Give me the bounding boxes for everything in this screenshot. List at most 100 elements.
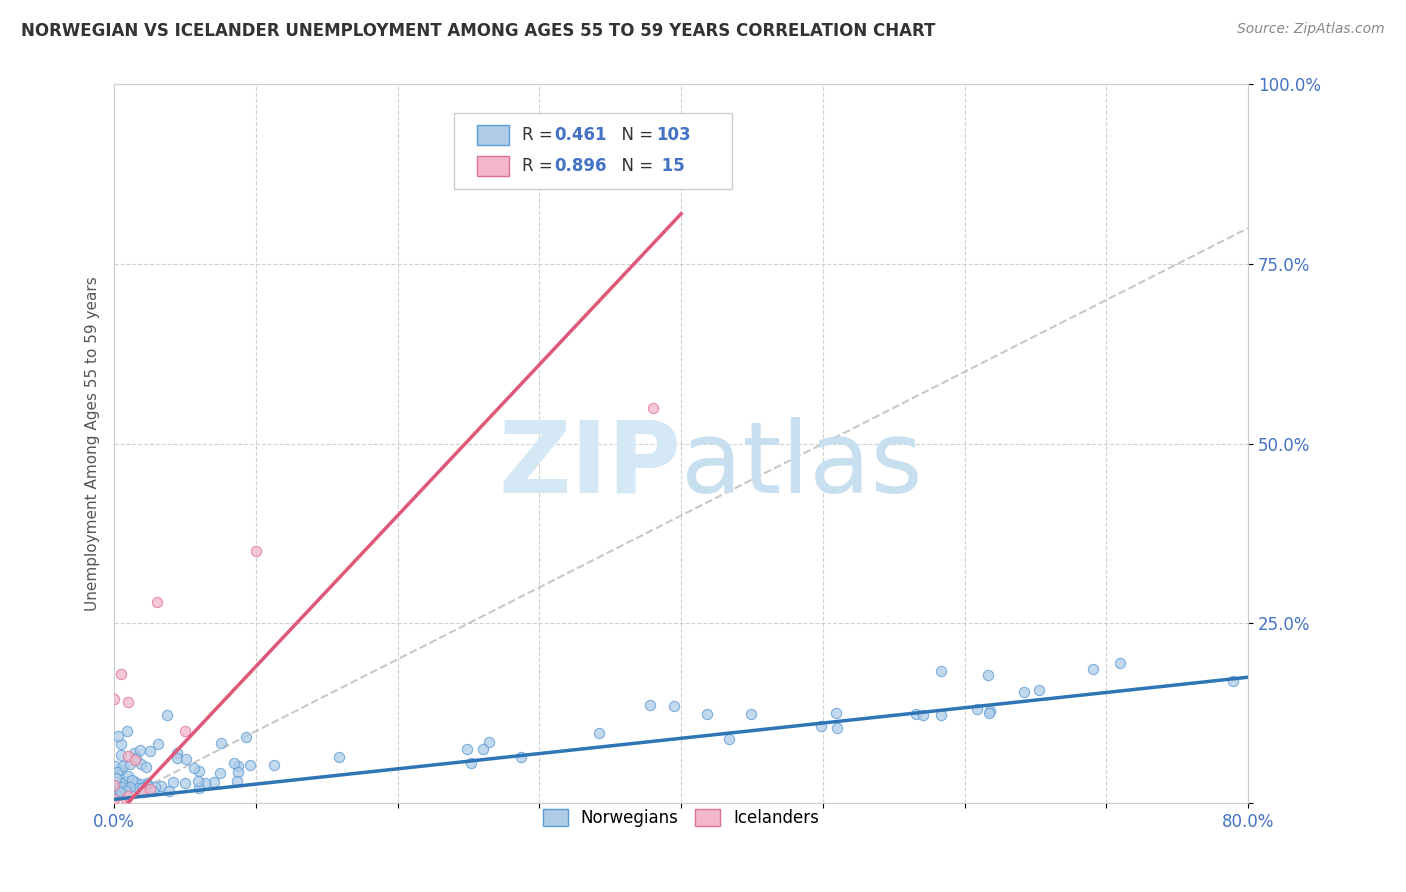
Point [193, 775, 215, 789]
Point [929, 664, 952, 678]
Point [239, 758, 262, 772]
Point [328, 749, 350, 764]
Point [825, 721, 848, 735]
Point [1081, 662, 1104, 676]
Point [132, 784, 155, 798]
Text: atlas: atlas [681, 417, 922, 514]
Text: R =: R = [523, 157, 558, 175]
Text: 15: 15 [657, 157, 685, 175]
Point [740, 707, 762, 722]
Point [125, 751, 148, 765]
Point [117, 789, 139, 803]
Point [222, 756, 245, 770]
Point [135, 760, 157, 774]
Point [263, 758, 285, 772]
Point [641, 401, 664, 415]
Point [105, 787, 128, 801]
Point [136, 783, 159, 797]
Point [471, 741, 494, 756]
Point [966, 702, 988, 716]
Text: N =: N = [610, 126, 658, 144]
Point [115, 780, 138, 795]
Point [115, 773, 138, 788]
Point [114, 775, 136, 789]
Text: Source: ZipAtlas.com: Source: ZipAtlas.com [1237, 22, 1385, 37]
Point [110, 784, 132, 798]
Point [138, 781, 160, 796]
Text: 0.896: 0.896 [554, 157, 606, 175]
Point [146, 737, 169, 751]
Point [115, 723, 138, 738]
Point [202, 774, 225, 789]
Point [108, 783, 131, 797]
Point [145, 595, 167, 609]
Point [245, 544, 267, 558]
Point [166, 750, 188, 764]
Point [108, 783, 131, 797]
Point [120, 756, 142, 771]
Point [977, 706, 1000, 721]
Point [108, 763, 131, 777]
Text: ZIP: ZIP [498, 417, 681, 514]
Point [1109, 656, 1132, 670]
Point [142, 784, 165, 798]
Point [124, 753, 146, 767]
Point [188, 764, 211, 778]
Point [121, 773, 143, 788]
Point [1012, 685, 1035, 699]
Point [162, 775, 184, 789]
Point [226, 765, 249, 780]
Point [117, 749, 139, 764]
Point [104, 786, 127, 800]
Point [135, 776, 157, 790]
Point [111, 775, 134, 789]
Point [588, 726, 610, 740]
Text: 103: 103 [657, 126, 690, 144]
Point [103, 792, 125, 806]
Point [460, 756, 482, 770]
Point [128, 777, 150, 791]
Point [114, 786, 136, 800]
Point [135, 781, 157, 796]
Point [156, 707, 179, 722]
Point [122, 746, 145, 760]
Point [110, 785, 132, 799]
Text: N =: N = [610, 157, 658, 175]
Point [114, 792, 136, 806]
Point [139, 744, 162, 758]
Point [478, 735, 501, 749]
Point [1222, 673, 1244, 688]
FancyBboxPatch shape [477, 155, 509, 176]
Point [456, 742, 478, 756]
Point [110, 785, 132, 799]
Point [111, 780, 134, 794]
Point [157, 783, 180, 797]
Point [187, 780, 209, 795]
Point [105, 781, 128, 796]
Point [1028, 683, 1050, 698]
Point [110, 747, 132, 762]
FancyBboxPatch shape [477, 125, 509, 145]
Point [103, 691, 125, 706]
Point [209, 736, 232, 750]
Point [696, 707, 718, 722]
Point [174, 776, 197, 790]
Point [111, 758, 134, 772]
Point [174, 724, 197, 739]
Point [131, 785, 153, 799]
Point [143, 780, 166, 794]
Text: 0.461: 0.461 [554, 126, 606, 144]
Point [911, 707, 934, 722]
FancyBboxPatch shape [454, 113, 733, 188]
Point [638, 698, 661, 713]
Point [117, 769, 139, 783]
Point [208, 766, 231, 780]
Point [110, 666, 132, 681]
Point [115, 778, 138, 792]
Point [127, 780, 149, 795]
Point [979, 704, 1001, 718]
Legend: Norwegians, Icelanders: Norwegians, Icelanders [536, 803, 827, 834]
Point [107, 781, 129, 796]
Point [120, 774, 142, 789]
Point [662, 698, 685, 713]
